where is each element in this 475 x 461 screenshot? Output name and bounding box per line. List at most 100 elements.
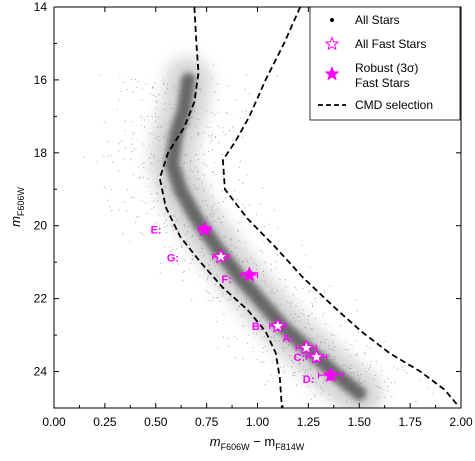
all-stars-point bbox=[188, 243, 190, 245]
all-stars-point bbox=[110, 189, 112, 191]
all-stars-point bbox=[190, 161, 192, 163]
y-tick-label: 24 bbox=[34, 365, 48, 379]
all-stars-point bbox=[297, 353, 299, 355]
all-stars-point bbox=[296, 384, 298, 386]
all-stars-point bbox=[221, 221, 223, 223]
all-stars-point bbox=[186, 241, 188, 243]
all-stars-point bbox=[200, 222, 202, 224]
all-stars-point bbox=[203, 187, 205, 189]
all-stars-point bbox=[282, 290, 284, 292]
all-stars-point bbox=[207, 299, 209, 301]
all-stars-point bbox=[156, 192, 158, 194]
all-stars-point bbox=[151, 162, 153, 164]
all-stars-point bbox=[322, 353, 324, 355]
all-stars-point bbox=[259, 361, 261, 363]
all-stars-point bbox=[176, 194, 178, 196]
all-stars-point bbox=[306, 374, 308, 376]
all-stars-point bbox=[165, 163, 167, 165]
all-stars-point bbox=[204, 203, 206, 205]
all-stars-point bbox=[138, 216, 140, 218]
all-stars-point bbox=[193, 184, 195, 186]
all-stars-point bbox=[207, 291, 209, 293]
all-stars-point bbox=[141, 199, 143, 201]
all-stars-point bbox=[211, 206, 213, 208]
all-stars-point bbox=[165, 154, 167, 156]
all-stars-point bbox=[206, 218, 208, 220]
all-stars-point bbox=[142, 233, 144, 235]
all-stars-point bbox=[212, 248, 214, 250]
all-stars-point bbox=[187, 123, 189, 125]
all-stars-point bbox=[182, 279, 184, 281]
all-stars-point bbox=[169, 164, 171, 166]
all-stars-point bbox=[163, 108, 165, 110]
all-stars-point bbox=[216, 274, 218, 276]
all-stars-point bbox=[277, 254, 279, 256]
all-stars-point bbox=[257, 290, 259, 292]
all-stars-point bbox=[202, 162, 204, 164]
all-stars-point bbox=[403, 369, 405, 371]
all-stars-point bbox=[175, 161, 177, 163]
all-stars-point bbox=[273, 359, 275, 361]
all-stars-point bbox=[279, 279, 281, 281]
x-tick-label: 1.25 bbox=[297, 415, 321, 429]
all-stars-point bbox=[288, 355, 290, 357]
all-stars-point bbox=[118, 99, 120, 101]
all-stars-point bbox=[330, 334, 333, 336]
all-stars-point bbox=[146, 213, 148, 215]
all-stars-point bbox=[355, 354, 357, 356]
all-stars-point bbox=[191, 227, 193, 229]
all-stars-point bbox=[210, 268, 212, 270]
filled-star-marker bbox=[196, 220, 213, 237]
all-stars-point bbox=[282, 331, 284, 333]
all-stars-point bbox=[296, 341, 298, 343]
all-stars-point bbox=[205, 289, 207, 291]
all-stars-point bbox=[235, 99, 237, 101]
all-stars-point bbox=[157, 126, 159, 128]
all-stars-point bbox=[222, 216, 224, 218]
all-stars-point bbox=[231, 244, 233, 246]
all-stars-point bbox=[356, 354, 358, 356]
all-stars-point bbox=[127, 189, 129, 191]
all-stars-point bbox=[282, 347, 284, 349]
all-stars-point bbox=[225, 196, 227, 198]
all-stars-point bbox=[211, 112, 213, 114]
all-stars-point bbox=[346, 388, 348, 391]
all-stars-point bbox=[295, 328, 297, 330]
all-stars-point bbox=[176, 131, 178, 133]
all-stars-point bbox=[152, 86, 154, 88]
all-stars-point bbox=[243, 326, 245, 328]
all-stars-point bbox=[309, 266, 311, 268]
all-stars-point bbox=[294, 355, 296, 357]
all-stars-point bbox=[234, 356, 236, 359]
all-stars-point bbox=[171, 225, 173, 227]
all-stars-point bbox=[169, 156, 171, 158]
all-stars-point bbox=[190, 137, 192, 139]
all-stars-point bbox=[315, 317, 317, 319]
all-stars-point bbox=[294, 320, 296, 322]
all-stars-point bbox=[183, 258, 185, 260]
all-stars-point bbox=[343, 375, 345, 377]
all-stars-point bbox=[264, 280, 266, 282]
all-stars-point bbox=[302, 374, 304, 377]
all-stars-point bbox=[355, 340, 357, 342]
all-stars-point bbox=[165, 185, 167, 187]
all-stars-point bbox=[321, 369, 323, 372]
all-stars-point bbox=[275, 333, 277, 335]
all-stars-point bbox=[264, 326, 266, 328]
all-stars-point bbox=[324, 339, 327, 341]
all-stars-point bbox=[206, 111, 208, 113]
all-stars-point bbox=[109, 206, 111, 208]
all-stars-point bbox=[191, 198, 193, 200]
all-stars-point bbox=[196, 177, 198, 179]
all-stars-point bbox=[276, 290, 278, 292]
all-stars-point bbox=[356, 310, 358, 312]
all-stars-point bbox=[189, 95, 191, 97]
all-stars-point bbox=[191, 299, 193, 301]
all-stars-point bbox=[155, 137, 157, 140]
all-stars-point bbox=[318, 365, 320, 367]
all-stars-point bbox=[322, 315, 324, 317]
all-stars-point bbox=[222, 127, 224, 129]
all-stars-point bbox=[357, 375, 359, 377]
all-stars-point bbox=[222, 175, 224, 177]
all-stars-point bbox=[384, 396, 386, 398]
